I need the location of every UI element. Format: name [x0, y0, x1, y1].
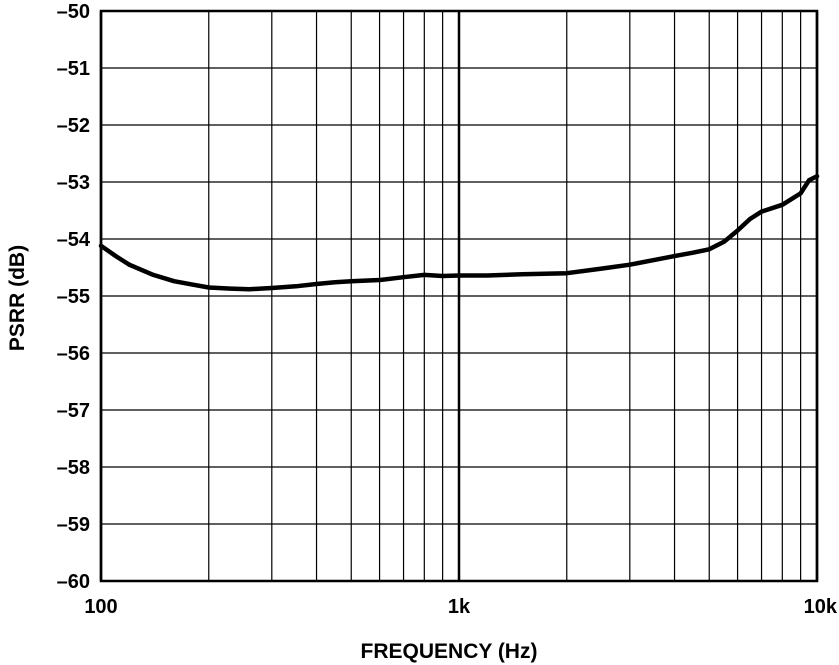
y-tick-label: –54: [57, 229, 91, 251]
series-layer: [98, 174, 820, 292]
y-tick-label: –60: [57, 571, 90, 593]
y-tick-label: –57: [57, 400, 90, 422]
y-tick-label: –56: [57, 343, 90, 365]
x-tick-labels: 100 1k 10k: [84, 596, 838, 618]
y-tick-label: –55: [57, 286, 90, 308]
y-tick-label: –59: [57, 514, 90, 536]
x-axis-title: FREQUENCY (Hz): [361, 640, 538, 663]
y-tick-label: –52: [57, 115, 90, 137]
x-tick-label: 10k: [804, 596, 838, 618]
plot-frame: [99, 9, 819, 583]
y-tick-label: –53: [57, 172, 90, 194]
x-tick-label: 1k: [448, 596, 471, 618]
y-tick-labels: –50 –51 –52 –53 –54 –55 –56 –57 –58 –59 –60: [57, 1, 91, 593]
x-tick-label: 100: [84, 596, 117, 618]
plot-border: [99, 9, 819, 583]
grid: [99, 10, 819, 582]
y-axis-title: PSRR (dB): [6, 245, 29, 351]
y-tick-label: –50: [57, 1, 90, 23]
psrr-series-line: [98, 174, 820, 292]
y-tick-label: –58: [57, 457, 90, 479]
y-tick-label: –51: [57, 58, 90, 80]
